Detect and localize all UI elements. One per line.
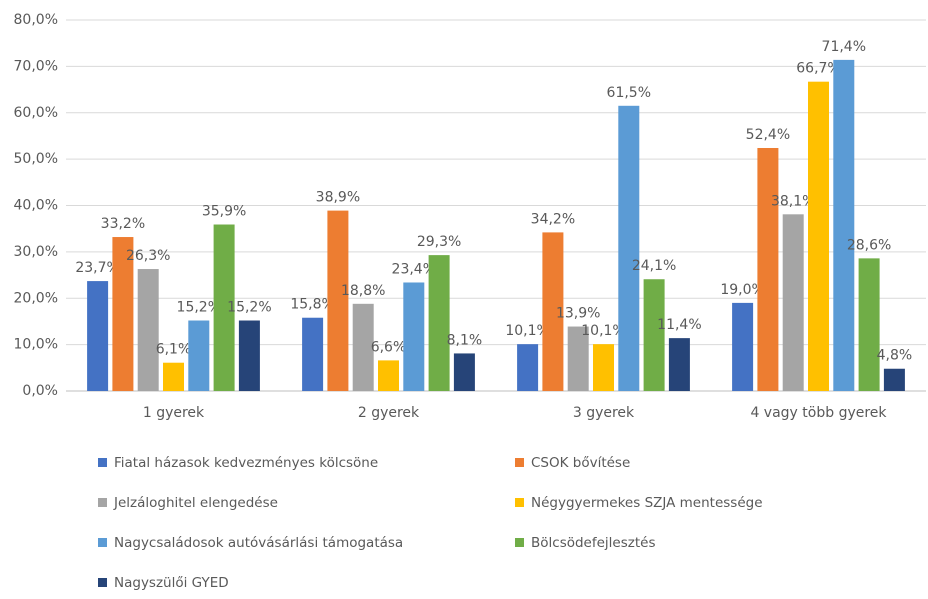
legend-swatch — [98, 538, 107, 547]
data-label: 19,0% — [720, 282, 764, 298]
y-tick-label: 50,0% — [14, 151, 58, 167]
legend-swatch — [515, 458, 524, 467]
data-label: 61,5% — [607, 85, 651, 101]
legend-swatch — [98, 498, 107, 507]
bar — [542, 232, 564, 391]
legend-label: Bölcsödefejlesztés — [531, 535, 655, 551]
bar — [757, 147, 779, 391]
bar — [403, 282, 425, 391]
y-tick-label: 0,0% — [22, 383, 58, 399]
data-label: 28,6% — [847, 237, 891, 253]
bar — [732, 302, 754, 391]
bar — [137, 269, 159, 391]
bar — [833, 59, 855, 391]
data-label: 15,8% — [290, 297, 334, 313]
x-tick-label: 4 vagy több gyerek — [750, 405, 887, 421]
legend-label: Fiatal házasok kedvezményes kölcsöne — [114, 455, 378, 471]
bar — [163, 362, 184, 391]
legend-label: Jelzáloghitel elengedése — [113, 495, 278, 511]
data-label: 38,1% — [771, 193, 815, 209]
y-tick-label: 40,0% — [14, 198, 58, 214]
bar — [517, 344, 539, 391]
data-label: 15,2% — [227, 300, 271, 316]
y-tick-label: 70,0% — [14, 58, 58, 74]
data-label: 10,1% — [581, 323, 625, 339]
data-label: 35,9% — [202, 204, 246, 220]
data-label: 8,1% — [447, 332, 483, 348]
bar — [808, 81, 829, 392]
data-label: 34,2% — [531, 211, 575, 227]
bar — [238, 320, 260, 391]
y-tick-label: 30,0% — [14, 244, 58, 260]
legend-label: CSOK bővítése — [531, 455, 630, 471]
bar — [782, 214, 804, 391]
bar — [112, 237, 134, 391]
legend-swatch — [515, 498, 524, 507]
data-label: 10,1% — [505, 323, 549, 339]
y-tick-label: 60,0% — [14, 105, 58, 121]
bar — [428, 255, 450, 391]
data-label: 6,1% — [156, 342, 192, 358]
bar — [618, 105, 640, 391]
data-label: 29,3% — [417, 234, 461, 250]
bar — [188, 320, 210, 391]
bar — [352, 303, 374, 391]
y-tick-label: 10,0% — [14, 337, 58, 353]
data-label: 6,6% — [371, 339, 407, 355]
y-tick-label: 20,0% — [14, 290, 58, 306]
data-label: 66,7% — [796, 61, 840, 77]
data-label: 23,7% — [75, 260, 119, 276]
data-label: 33,2% — [101, 216, 145, 232]
bar — [883, 368, 905, 391]
legend-label: Nagycsaládosok autóvásárlási támogatása — [114, 535, 403, 551]
data-label: 52,4% — [746, 127, 790, 143]
data-label: 38,9% — [316, 190, 360, 206]
bar — [378, 360, 399, 391]
bar — [327, 210, 349, 391]
bar — [593, 344, 614, 391]
data-label: 24,1% — [632, 258, 676, 274]
data-label: 4,8% — [877, 348, 913, 364]
bar — [213, 224, 235, 391]
legend-label: Négygyermekes SZJA mentessége — [531, 495, 763, 511]
data-label: 23,4% — [392, 261, 436, 277]
data-label: 18,8% — [341, 283, 385, 299]
bar — [567, 326, 589, 391]
x-tick-label: 2 gyerek — [358, 405, 420, 421]
legend-swatch — [515, 538, 524, 547]
data-label: 13,9% — [556, 306, 600, 322]
data-label: 15,2% — [177, 300, 221, 316]
bar — [858, 258, 880, 391]
data-label: 71,4% — [822, 39, 866, 55]
bar — [302, 317, 324, 391]
bar — [87, 281, 109, 391]
bar — [643, 279, 665, 391]
x-tick-label: 3 gyerek — [573, 405, 635, 421]
data-label: 26,3% — [126, 248, 170, 264]
legend-swatch — [98, 458, 107, 467]
legend-label: Nagyszülői GYED — [114, 575, 229, 591]
bar — [453, 353, 475, 391]
data-label: 11,4% — [657, 317, 701, 333]
bar — [668, 338, 690, 391]
y-tick-label: 80,0% — [14, 12, 58, 28]
legend-swatch — [98, 578, 107, 587]
x-tick-label: 1 gyerek — [143, 405, 205, 421]
